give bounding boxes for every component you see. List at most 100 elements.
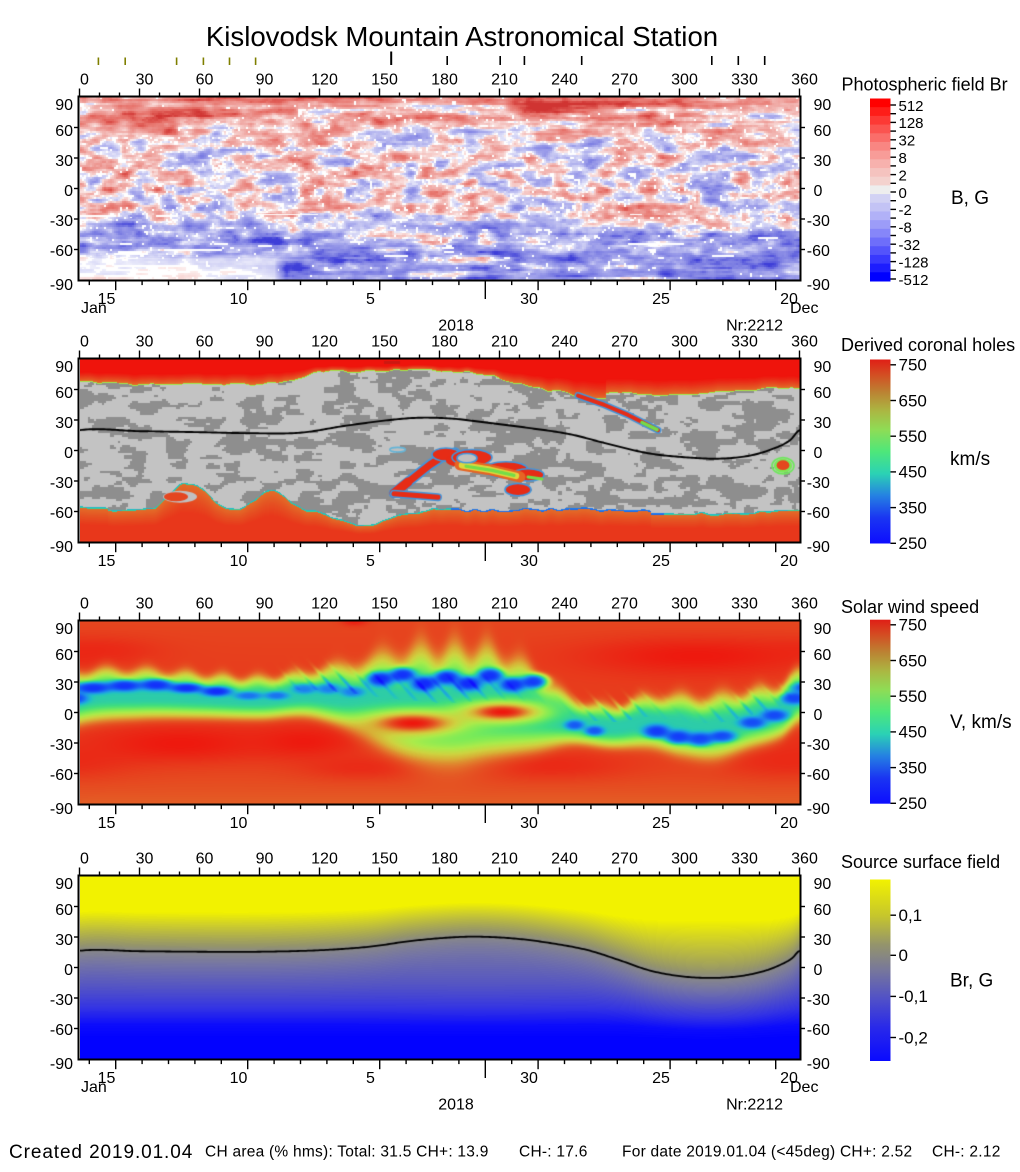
svg-text:650: 650 [899,391,927,410]
svg-text:300: 300 [671,71,698,88]
svg-text:25: 25 [652,815,670,832]
svg-text:10: 10 [230,1070,248,1087]
svg-text:250: 250 [899,794,927,813]
svg-text:-30: -30 [50,475,73,492]
svg-text:V, km/s: V, km/s [950,712,1012,733]
svg-text:Dec: Dec [790,1079,818,1096]
svg-text:120: 120 [311,71,338,88]
svg-text:750: 750 [899,356,927,375]
svg-text:-30: -30 [807,737,830,754]
svg-text:15: 15 [98,815,116,832]
svg-text:550: 550 [899,687,927,706]
svg-text:0: 0 [64,707,73,724]
svg-text:90: 90 [256,850,274,867]
svg-text:CH area (% hms): Total: 31.5 C: CH area (% hms): Total: 31.5 CH+: 13.9 [205,1144,489,1161]
svg-text:360: 360 [791,595,818,612]
svg-text:750: 750 [899,616,927,635]
svg-text:2018: 2018 [438,318,474,335]
svg-text:30: 30 [136,333,154,350]
svg-text:Jan: Jan [81,300,107,317]
svg-text:30: 30 [55,932,73,949]
svg-text:0: 0 [814,183,823,200]
svg-text:30: 30 [520,291,538,308]
svg-text:0: 0 [899,946,908,965]
svg-text:150: 150 [371,333,398,350]
svg-text:0: 0 [80,333,89,350]
svg-text:330: 330 [731,850,758,867]
svg-text:360: 360 [791,850,818,867]
svg-text:128: 128 [899,115,924,132]
svg-text:180: 180 [431,850,458,867]
svg-text:Kislovodsk Mountain Astronomic: Kislovodsk Mountain Astronomical Station [206,21,718,52]
svg-text:330: 330 [731,595,758,612]
svg-text:60: 60 [55,902,73,919]
svg-text:20: 20 [780,291,798,308]
svg-text:CH-: 2.12: CH-: 2.12 [932,1144,1001,1161]
svg-text:150: 150 [371,850,398,867]
svg-text:-90: -90 [807,801,830,818]
svg-text:300: 300 [671,850,698,867]
svg-text:150: 150 [371,71,398,88]
svg-text:-30: -30 [807,213,830,230]
svg-text:120: 120 [311,850,338,867]
svg-text:5: 5 [366,291,375,308]
svg-text:0: 0 [80,595,89,612]
svg-text:B, G: B, G [951,188,989,209]
svg-text:-90: -90 [807,1056,830,1073]
svg-text:25: 25 [652,553,670,570]
svg-text:30: 30 [814,415,832,432]
svg-text:-30: -30 [50,737,73,754]
svg-text:270: 270 [611,71,638,88]
svg-text:60: 60 [814,123,832,140]
svg-text:Photospheric field Br: Photospheric field Br [842,75,1008,95]
svg-text:60: 60 [196,71,214,88]
svg-text:25: 25 [652,1070,670,1087]
svg-text:30: 30 [814,153,832,170]
svg-text:30: 30 [520,815,538,832]
svg-text:km/s: km/s [950,449,990,470]
svg-text:CH-: 17.6: CH-: 17.6 [519,1144,588,1161]
svg-text:15: 15 [98,291,116,308]
svg-text:-60: -60 [807,243,830,260]
svg-text:0: 0 [814,707,823,724]
svg-text:Nr:2212: Nr:2212 [726,318,783,335]
svg-text:5: 5 [366,1070,375,1087]
svg-text:650: 650 [899,651,927,670]
svg-text:250: 250 [899,534,927,553]
svg-text:-30: -30 [807,475,830,492]
svg-text:0: 0 [64,445,73,462]
svg-text:30: 30 [55,677,73,694]
svg-text:Dec: Dec [790,300,818,317]
svg-text:-90: -90 [807,539,830,556]
svg-text:270: 270 [611,595,638,612]
svg-text:Created 2019.01.04: Created 2019.01.04 [9,1142,193,1163]
svg-text:60: 60 [55,123,73,140]
svg-text:30: 30 [136,595,154,612]
svg-text:210: 210 [491,71,518,88]
svg-text:-30: -30 [50,213,73,230]
svg-text:30: 30 [136,71,154,88]
svg-text:5: 5 [366,815,375,832]
svg-text:90: 90 [55,97,73,114]
svg-text:32: 32 [899,133,916,150]
svg-text:0: 0 [80,850,89,867]
svg-text:300: 300 [671,595,698,612]
svg-text:For date 2019.01.04 (<45deg) C: For date 2019.01.04 (<45deg) CH+: 2.52 [622,1144,912,1161]
svg-text:60: 60 [196,333,214,350]
svg-text:15: 15 [98,1070,116,1087]
svg-text:-90: -90 [50,801,73,818]
svg-text:-90: -90 [50,277,73,294]
svg-text:30: 30 [814,677,832,694]
svg-text:270: 270 [611,850,638,867]
svg-text:-90: -90 [807,277,830,294]
svg-text:20: 20 [780,553,798,570]
svg-text:350: 350 [899,498,927,517]
svg-text:120: 120 [311,595,338,612]
svg-text:60: 60 [196,850,214,867]
svg-text:-0,1: -0,1 [899,987,928,1006]
svg-text:90: 90 [256,71,274,88]
svg-text:60: 60 [814,902,832,919]
svg-text:60: 60 [55,647,73,664]
svg-text:-32: -32 [899,237,921,254]
svg-text:60: 60 [814,647,832,664]
